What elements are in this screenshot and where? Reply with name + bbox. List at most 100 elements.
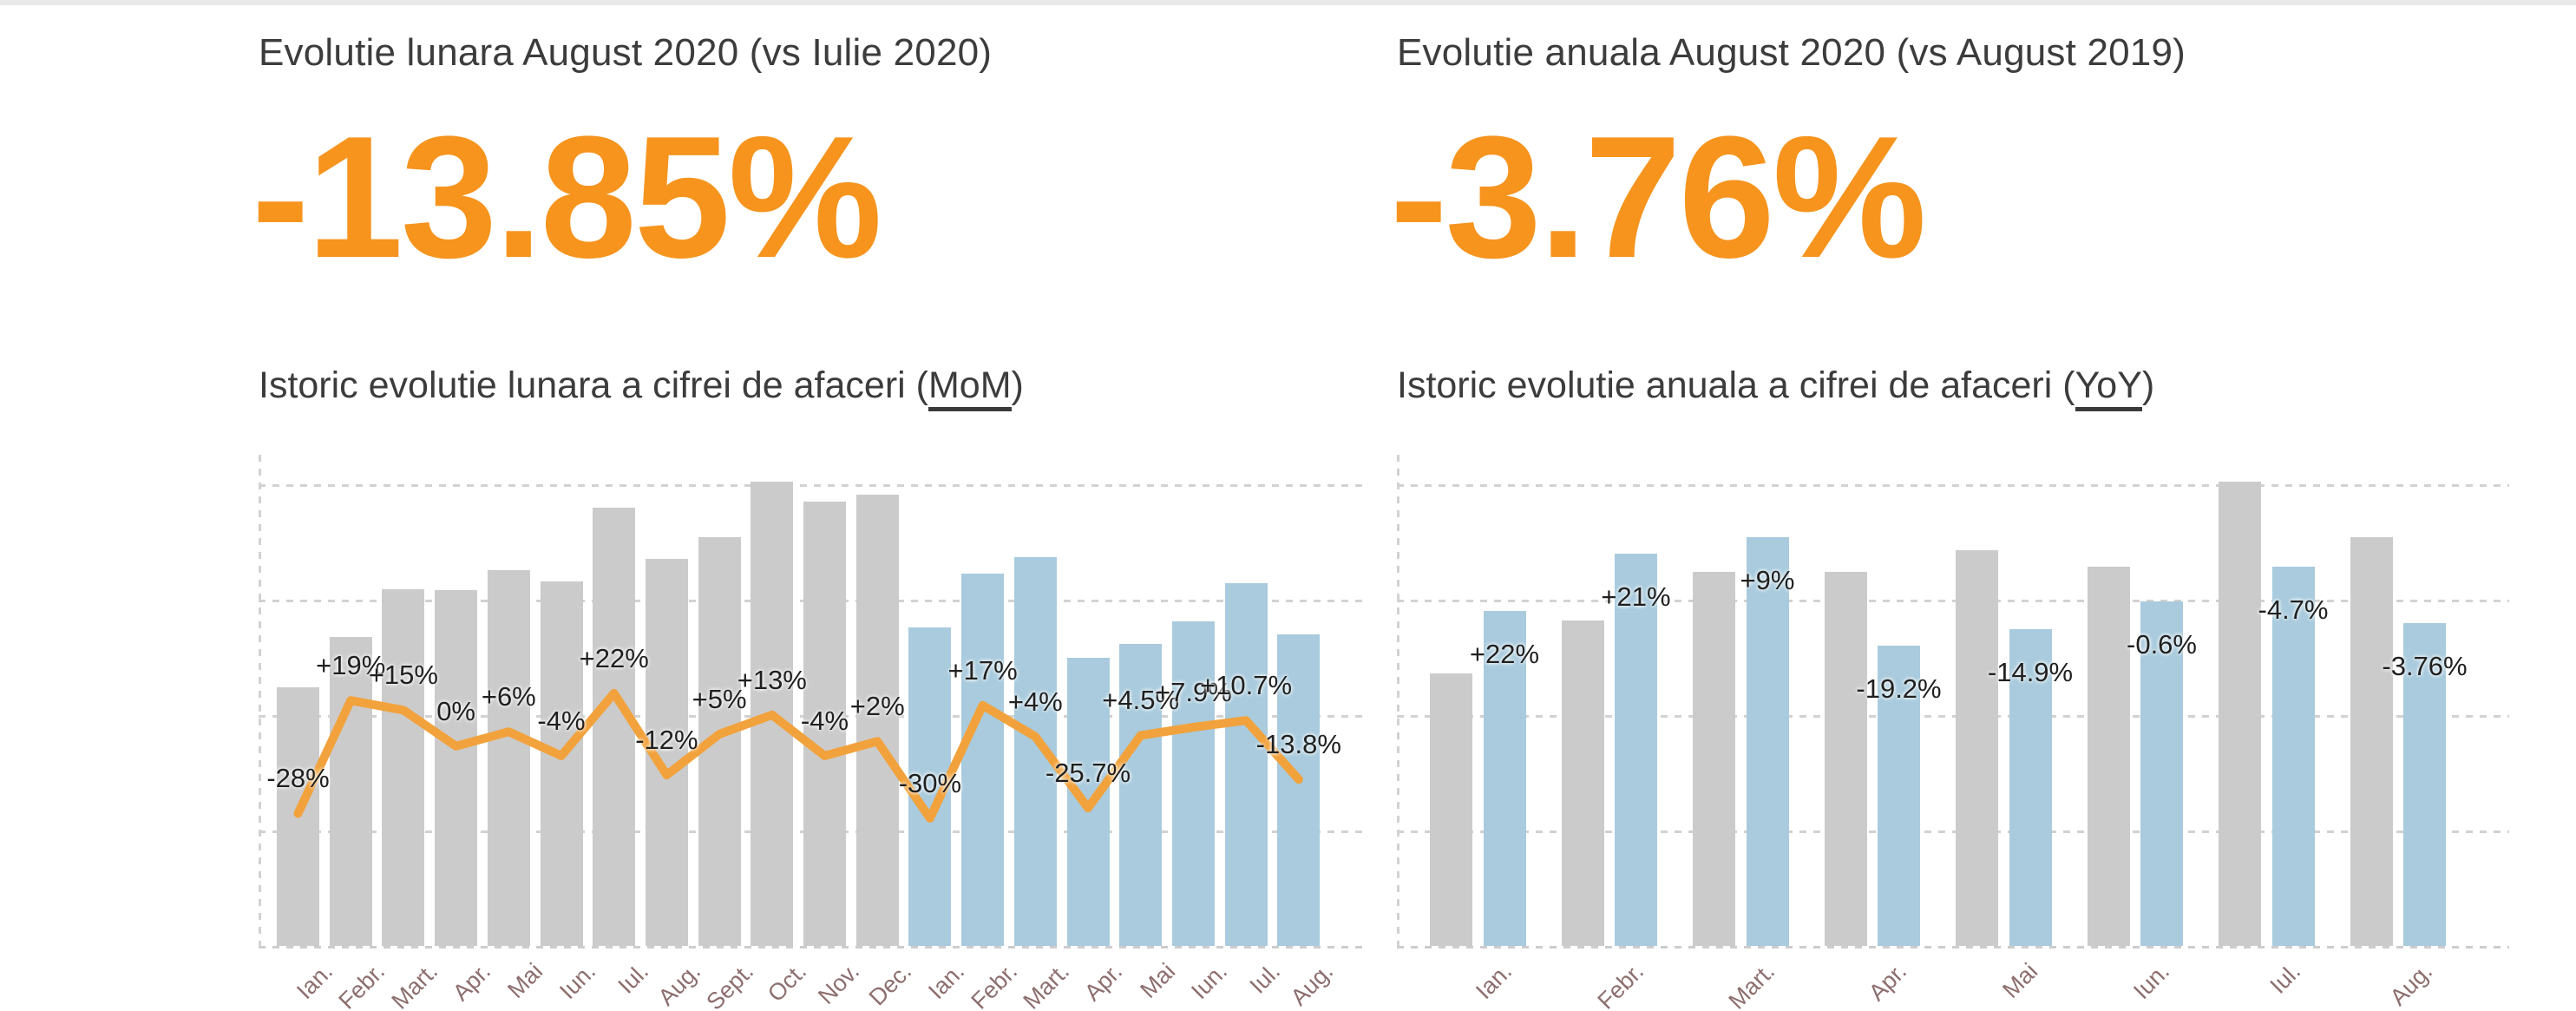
bar-2019-mai[interactable] [487, 570, 530, 946]
yoy-value-label: +21% [1601, 581, 1671, 612]
bar-2019-aug[interactable] [2350, 537, 2393, 946]
bar-2019-iul[interactable] [593, 508, 636, 946]
gridline [1397, 484, 2509, 487]
x-axis-label: Ian. [1471, 958, 1517, 1005]
x-axis-label: Iul. [1244, 958, 1286, 999]
line-value-label: +7.9% [1155, 676, 1232, 707]
bar-2020-iul[interactable] [2271, 567, 2315, 946]
bar-2020-iun[interactable] [1171, 621, 1215, 946]
bar-2020-apr[interactable] [1878, 646, 1920, 946]
bar-2019-febr[interactable] [1561, 620, 1604, 946]
line-value-label: -30% [898, 767, 962, 798]
mom-history-title-close: ) [1011, 364, 1024, 406]
line-value-label: -12% [635, 725, 698, 756]
x-axis-label: Aug. [2384, 958, 2437, 1011]
line-value-label: 0% [436, 695, 475, 726]
bar-2019-mai[interactable] [1956, 550, 1998, 946]
mom-history-title-text: Istoric evolutie lunara a cifrei de afac… [259, 364, 928, 406]
bar-2019-iul[interactable] [2219, 482, 2261, 946]
yoy-history-title: Istoric evolutie anuala a cifrei de afac… [1397, 364, 2155, 411]
line-value-label: +4.5% [1102, 685, 1180, 716]
x-axis-label: Iun. [2127, 958, 2174, 1005]
yoy-history-title-close: ) [2141, 364, 2155, 406]
x-axis-label: Sept. [701, 958, 759, 1011]
x-axis-label: Iul. [613, 958, 653, 999]
line-value-label: +15% [368, 660, 438, 691]
bar-2020-aug[interactable] [2403, 623, 2446, 946]
x-axis-label: Aug. [653, 958, 706, 1011]
gridline [259, 484, 1369, 487]
x-axis-label: Apr. [447, 958, 495, 1007]
bar-2019-iun[interactable] [540, 581, 583, 946]
x-axis-label: Iul. [2265, 958, 2306, 999]
yoy-value-label: -4.7% [2258, 594, 2329, 625]
bar-2020-iun[interactable] [2140, 601, 2183, 946]
bar-2019-febr[interactable] [329, 637, 372, 946]
mom-abbr[interactable]: MoM [927, 364, 1012, 411]
x-axis-label: Iun. [554, 958, 601, 1005]
line-value-label: +5% [692, 683, 747, 714]
x-axis-label: Febr. [966, 958, 1022, 1011]
mom-history-title: Istoric evolutie lunara a cifrei de afac… [259, 364, 1024, 411]
x-axis-label: Mai [1134, 958, 1180, 1003]
bar-2019-mart[interactable] [1693, 572, 1735, 946]
x-axis-label: Mart. [1723, 958, 1780, 1011]
line-value-label: +4% [1007, 686, 1063, 717]
line-value-label: -25.7% [1045, 758, 1131, 789]
bar-2020-iul[interactable] [1224, 583, 1268, 946]
line-value-label: +2% [849, 691, 905, 722]
x-axis-label: Febr. [1592, 958, 1649, 1011]
bar-2020-mai[interactable] [2009, 629, 2052, 946]
x-axis-line [1397, 946, 2509, 949]
bar-2020-mart[interactable] [1746, 537, 1789, 946]
line-value-label: +13% [737, 664, 807, 695]
line-value-label: -28% [266, 763, 330, 794]
bar-2019-apr[interactable] [1824, 572, 1867, 946]
bar-2020-ian[interactable] [1483, 611, 1526, 946]
bar-2020-febr[interactable] [1615, 554, 1657, 946]
annual-kpi-title: Evolutie anuala August 2020 (vs August 2… [1397, 31, 2186, 74]
yoy-history-title-text: Istoric evolutie anuala a cifrei de afac… [1397, 364, 2075, 406]
bar-2020-febr[interactable] [961, 574, 1005, 946]
y-axis-line [1397, 455, 1399, 948]
bar-2019-iun[interactable] [2087, 567, 2130, 946]
bar-2019-nov[interactable] [803, 502, 846, 946]
yoy-value-label: -19.2% [1856, 673, 1942, 704]
yoy-value-label: +22% [1469, 639, 1540, 669]
gridline [1397, 715, 2509, 718]
x-axis-label: Apr. [1863, 958, 1911, 1007]
bar-2019-dec[interactable] [855, 495, 899, 946]
mom-line-series [293, 688, 1303, 823]
x-axis-label: Ian. [923, 958, 970, 1005]
bar-2020-mai[interactable] [1119, 644, 1163, 946]
annual-kpi-value: -3.76% [1390, 101, 1927, 294]
mom-combo-chart[interactable]: Ian. Febr. Mart. Apr. Mai Iun. Iul. Aug. Sept. Oc… [259, 455, 1369, 1011]
bar-2019-mart[interactable] [382, 589, 425, 946]
x-axis-line [259, 946, 1369, 949]
monthly-kpi-title: Evolutie lunara August 2020 (vs Iulie 20… [259, 31, 993, 74]
line-value-label: +22% [579, 642, 649, 673]
line-value-label: +10.7% [1200, 670, 1293, 701]
x-axis-label: Mart. [1018, 958, 1075, 1011]
x-axis-label: Mai [1997, 958, 2043, 1003]
yoy-abbr[interactable]: YoY [2075, 364, 2142, 411]
yoy-grouped-bar-chart[interactable]: +22% Ian. +21% Febr. +9% Mart. -19.2% Apr. -14.9… [1397, 455, 2509, 1011]
yoy-value-label: -0.6% [2127, 629, 2197, 660]
bar-2019-apr[interactable] [435, 590, 478, 946]
gridline [1397, 830, 2509, 833]
bar-2020-aug[interactable] [1277, 634, 1321, 946]
line-value-label: +17% [947, 654, 1018, 686]
x-axis-label: Iun. [1186, 958, 1233, 1005]
line-value-label: -13.8% [1255, 729, 1341, 760]
mom-line[interactable] [293, 688, 1303, 823]
x-axis-label: Mart. [386, 958, 443, 1011]
gridline [1397, 600, 2509, 602]
line-value-label: -4% [537, 705, 586, 736]
monthly-kpi-value: -13.85% [252, 101, 882, 294]
y-axis-line [259, 455, 261, 948]
line-value-label: -4% [800, 705, 849, 736]
line-value-label: +6% [481, 681, 536, 712]
x-axis-label: Nov. [812, 958, 864, 1010]
bar-2019-ian[interactable] [1430, 673, 1472, 946]
